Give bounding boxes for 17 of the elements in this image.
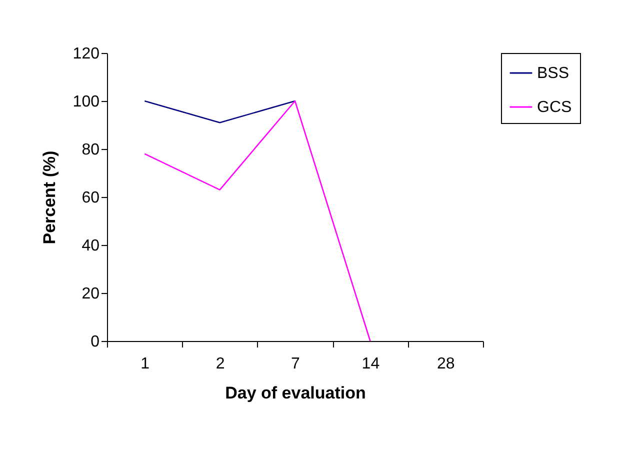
x-tick-label: 2 <box>216 356 225 372</box>
x-tick-label: 7 <box>291 356 300 372</box>
y-axis-title: Percent (%) <box>40 150 59 244</box>
x-tick-label: 14 <box>362 356 380 372</box>
x-axis-title: Day of evaluation <box>225 384 366 402</box>
y-tick-label: 20 <box>82 286 100 302</box>
legend-label: GCS <box>537 99 572 116</box>
line-series <box>144 100 371 342</box>
x-tick-label: 1 <box>140 356 150 372</box>
y-tick-label: 0 <box>90 334 100 350</box>
y-tick-label: 100 <box>72 94 100 110</box>
legend-label: BSS <box>537 65 570 82</box>
y-tick-label: 60 <box>82 190 100 206</box>
x-tick-label: 28 <box>437 356 455 372</box>
y-tick-label: 40 <box>82 238 100 254</box>
y-tick-label: 80 <box>82 142 100 158</box>
y-tick-label: 120 <box>72 46 100 62</box>
